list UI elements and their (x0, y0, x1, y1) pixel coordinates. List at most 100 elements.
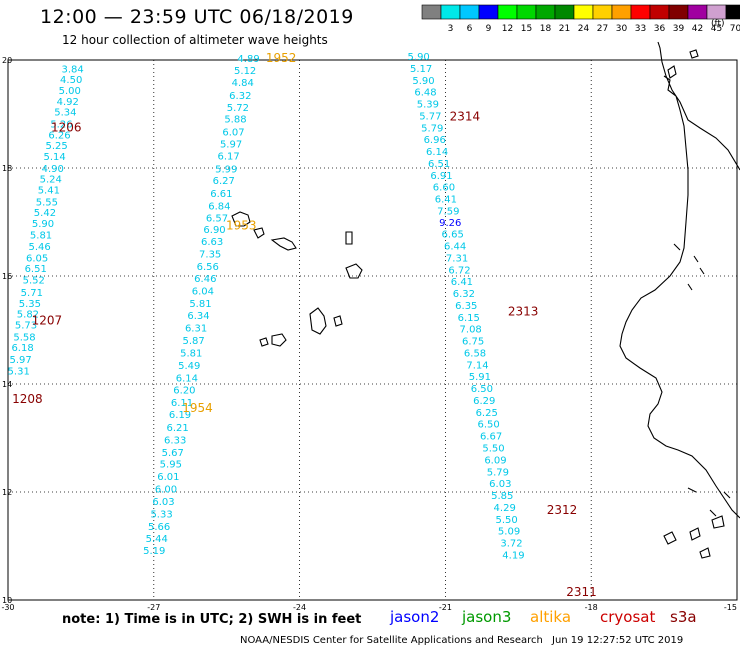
legend-tick-label: 18 (540, 24, 552, 34)
cape-verde-island-sao-vicente (253, 227, 265, 239)
wave-height-value: 6.41 (451, 277, 473, 288)
wave-height-value: 5.12 (234, 66, 256, 77)
legend-swatch (725, 4, 740, 20)
wave-height-value: 6.75 (462, 337, 484, 348)
wave-height-value: 6.07 (222, 128, 244, 139)
wave-height-value: 5.58 (13, 332, 35, 343)
wave-height-value: 6.50 (478, 420, 500, 431)
legend-tick-label: 12 (502, 24, 513, 34)
wave-height-value: 6.09 (484, 455, 506, 466)
wave-height-value: 5.81 (189, 299, 211, 310)
legend-tick-label: 27 (597, 24, 608, 34)
mission-label-altika: altika (530, 608, 572, 626)
wave-height-value: 4.84 (232, 78, 254, 89)
graticule (7, 59, 738, 601)
wave-height-value: 6.21 (166, 423, 188, 434)
wave-height-value: 6.14 (426, 147, 448, 158)
wave-height-value: 4.19 (502, 550, 524, 561)
pass-time-label: 2314 (450, 109, 481, 123)
wave-height-value: 6.91 (430, 171, 452, 182)
wave-height-value: 5.73 (15, 320, 37, 331)
wave-height-value: 5.67 (162, 448, 184, 459)
cape-verde-island-sal (345, 231, 353, 245)
wave-height-value: 5.82 (17, 310, 39, 321)
track-1206-1208: 3.844.505.004.925.345.266.265.255.144.90… (8, 64, 84, 405)
mission-label-jason3: jason3 (462, 608, 512, 626)
wave-height-value: 7.59 (437, 206, 459, 217)
wave-height-value: 6.32 (453, 289, 475, 300)
wave-height-value: 6.51 (25, 264, 47, 275)
wave-height-value: 6.14 (176, 373, 198, 384)
wave-height-value: 6.03 (489, 479, 511, 490)
wave-height-value: 5.44 (146, 534, 168, 545)
generated-timestamp: Jun 19 12:27:52 UTC 2019 (552, 635, 684, 646)
wave-height-value: 6.50 (471, 384, 493, 395)
legend-tick-label: 42 (692, 24, 703, 34)
wave-height-value: 7.08 (460, 325, 482, 336)
latitude-label: 20 (2, 56, 12, 65)
coastline-layer (231, 41, 740, 559)
wave-height-value: 5.97 (10, 355, 32, 366)
pass-time-label: 2313 (508, 304, 539, 318)
wave-height-value: 5.99 (215, 164, 237, 175)
wave-height-value: 5.71 (21, 288, 43, 299)
wave-height-value: 5.39 (417, 100, 439, 111)
legend-tick-label: 9 (486, 24, 492, 34)
wave-height-value: 5.34 (54, 108, 76, 119)
wave-height-value: 6.27 (213, 176, 235, 187)
wave-height-value: 6.48 (414, 88, 436, 99)
cape-verde-island-brava (259, 337, 269, 347)
wave-height-value: 7.31 (446, 253, 468, 264)
mission-label-jason2: jason2 (390, 608, 440, 626)
latitude-label: 18 (2, 164, 12, 173)
longitude-label: -15 (724, 603, 737, 612)
wave-height-value: 6.19 (169, 410, 191, 421)
cape-verde-island-santiago (309, 307, 327, 335)
wave-height-value: 5.55 (36, 197, 58, 208)
canary-islands (667, 49, 699, 79)
legend-tick-label: 15 (521, 24, 532, 34)
wave-height-value: 4.89 (237, 54, 259, 65)
pass-time-label: 2311 (566, 585, 597, 599)
map-frame (7, 59, 738, 601)
wave-height-value: 4.92 (57, 97, 79, 108)
wave-height-value: 6.51 (428, 159, 450, 170)
wave-height-value: 5.50 (482, 444, 504, 455)
wave-height-value: 5.81 (30, 231, 52, 242)
wave-height-value: 5.19 (143, 546, 165, 557)
wave-height-value: 6.34 (187, 311, 209, 322)
wave-height-value: 5.41 (38, 185, 60, 196)
wave-height-value: 5.87 (183, 336, 205, 347)
wave-height-value: 5.90 (32, 219, 54, 230)
wave-height-value: 6.90 (203, 225, 225, 236)
pass-time-label: 1952 (266, 51, 297, 65)
credit-line: NOAA/NESDIS Center for Satellite Applica… (240, 635, 543, 646)
track-1952-1954: 4.895.124.84 6.325.725.88 6.075.976.17 5.99… (143, 51, 296, 557)
wave-height-value: 6.44 (444, 242, 466, 253)
cape-verde-island-boavista (345, 263, 363, 279)
wave-height-value: 6.67 (480, 432, 502, 443)
wave-height-value: 6.61 (210, 189, 232, 200)
wave-height-value: 6.35 (455, 301, 477, 312)
wave-height-value: 5.88 (224, 115, 246, 126)
wave-height-value: 6.25 (476, 408, 498, 419)
legend-tick-label: 45 (711, 24, 722, 34)
wave-height-value: 6.57 (206, 213, 228, 224)
wave-height-value: 5.33 (150, 509, 172, 520)
wave-height-value: 5.26 (50, 120, 72, 131)
wave-height-value: 4.90 (42, 164, 64, 175)
legend-tick-label: 30 (616, 24, 628, 34)
wave-height-value: 6.00 (155, 485, 177, 496)
longitude-label: -27 (147, 603, 160, 612)
wave-height-value: 6.32 (229, 91, 251, 102)
wave-height-value: 6.29 (473, 396, 495, 407)
wave-height-value: 5.46 (28, 242, 50, 253)
legend-tick-label: 6 (467, 24, 473, 34)
wave-height-value: 5.14 (44, 152, 66, 163)
wave-height-value: 5.17 (410, 64, 432, 75)
pass-time-label: 2312 (547, 503, 578, 517)
map-title: 12:00 — 23:59 UTC 06/18/2019 (40, 6, 354, 28)
wave-height-value: 7.14 (466, 360, 488, 371)
longitude-label: -24 (293, 603, 306, 612)
wave-height-value: 5.52 (23, 276, 45, 287)
